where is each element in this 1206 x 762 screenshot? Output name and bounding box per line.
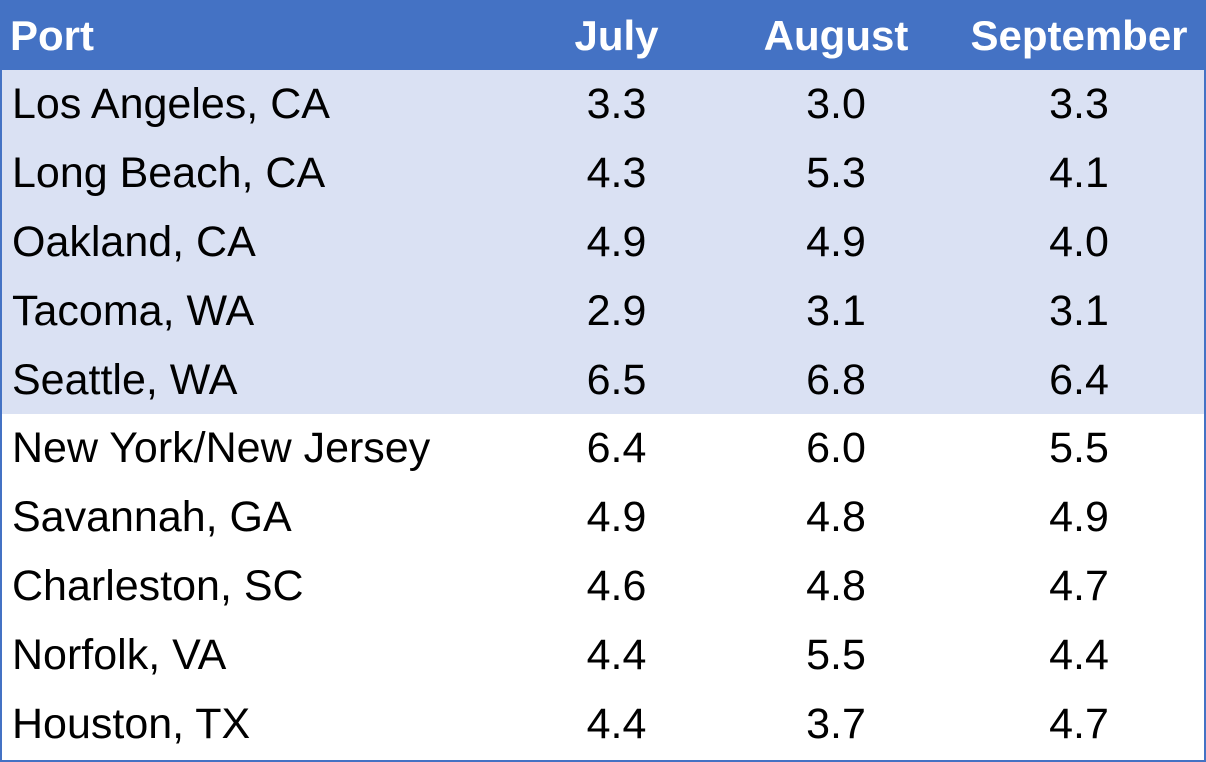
july-value-cell: 4.9 [515, 207, 718, 277]
august-value-cell: 3.1 [718, 276, 954, 346]
august-value-cell: 6.0 [718, 414, 954, 484]
august-value-cell: 4.8 [718, 483, 954, 553]
august-value-cell: 4.9 [718, 207, 954, 277]
august-value-cell: 6.8 [718, 345, 954, 415]
september-value-cell: 3.1 [954, 276, 1204, 346]
july-value-cell: 4.9 [515, 483, 718, 553]
september-value-cell: 4.9 [954, 483, 1204, 553]
july-value-cell: 6.4 [515, 414, 718, 484]
table-row: Long Beach, CA 4.3 5.3 4.1 [2, 138, 1204, 208]
column-header-july: July [515, 2, 718, 70]
september-value-cell: 4.0 [954, 207, 1204, 277]
port-name-cell: Tacoma, WA [2, 276, 515, 346]
july-value-cell: 6.5 [515, 345, 718, 415]
port-name-cell: Savannah, GA [2, 483, 515, 553]
july-value-cell: 4.4 [515, 621, 718, 691]
july-value-cell: 3.3 [515, 70, 718, 139]
port-name-cell: Long Beach, CA [2, 138, 515, 208]
september-value-cell: 4.4 [954, 621, 1204, 691]
july-value-cell: 4.4 [515, 690, 718, 759]
table-row: New York/New Jersey 6.4 6.0 5.5 [2, 414, 1204, 484]
september-value-cell: 3.3 [954, 70, 1204, 139]
table-row: Houston, TX 4.4 3.7 4.7 [2, 690, 1204, 759]
port-name-cell: Norfolk, VA [2, 621, 515, 691]
port-name-cell: Oakland, CA [2, 207, 515, 277]
port-name-cell: Seattle, WA [2, 345, 515, 415]
july-value-cell: 2.9 [515, 276, 718, 346]
port-name-cell: Charleston, SC [2, 552, 515, 622]
august-value-cell: 3.7 [718, 690, 954, 759]
table-row: Los Angeles, CA 3.3 3.0 3.3 [2, 70, 1204, 139]
port-name-cell: New York/New Jersey [2, 414, 515, 484]
column-header-september: September [954, 2, 1204, 70]
table-row: Oakland, CA 4.9 4.9 4.0 [2, 207, 1204, 277]
july-value-cell: 4.6 [515, 552, 718, 622]
august-value-cell: 5.5 [718, 621, 954, 691]
september-value-cell: 4.1 [954, 138, 1204, 208]
july-value-cell: 4.3 [515, 138, 718, 208]
september-value-cell: 4.7 [954, 690, 1204, 759]
table-row: Seattle, WA 6.5 6.8 6.4 [2, 345, 1204, 415]
column-header-august: August [718, 2, 954, 70]
header-row: Port July August September [2, 2, 1204, 70]
table-row: Tacoma, WA 2.9 3.1 3.1 [2, 276, 1204, 346]
column-header-port: Port [2, 2, 515, 70]
table-row: Norfolk, VA 4.4 5.5 4.4 [2, 621, 1204, 691]
table-row: Charleston, SC 4.6 4.8 4.7 [2, 552, 1204, 622]
port-name-cell: Houston, TX [2, 690, 515, 759]
port-name-cell: Los Angeles, CA [2, 70, 515, 139]
august-value-cell: 4.8 [718, 552, 954, 622]
august-value-cell: 5.3 [718, 138, 954, 208]
table-body: Los Angeles, CA 3.3 3.0 3.3 Long Beach, CA 4.… [2, 70, 1204, 759]
september-value-cell: 4.7 [954, 552, 1204, 622]
september-value-cell: 6.4 [954, 345, 1204, 415]
september-value-cell: 5.5 [954, 414, 1204, 484]
august-value-cell: 3.0 [718, 70, 954, 139]
table-row: Savannah, GA 4.9 4.8 4.9 [2, 483, 1204, 553]
